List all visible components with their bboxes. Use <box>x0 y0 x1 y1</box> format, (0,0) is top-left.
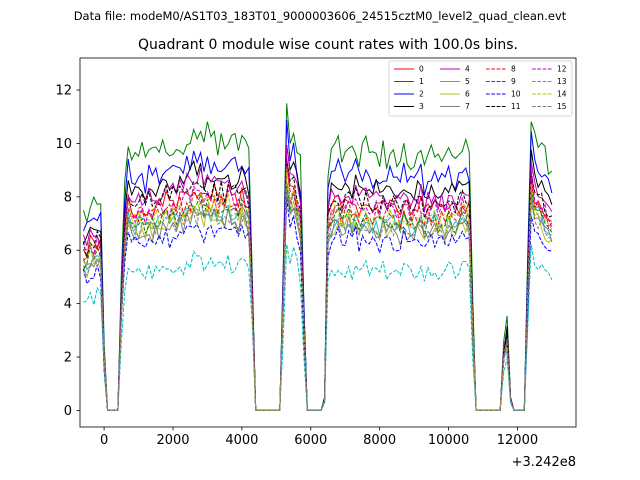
y-tick-label-12: 12 <box>55 84 72 99</box>
legend-label-1: 1 <box>419 77 424 86</box>
plot-area <box>82 103 553 411</box>
y-tick-label-0: 0 <box>64 404 72 419</box>
y-tick-label-10: 10 <box>55 137 72 152</box>
series-line-15 <box>83 190 553 411</box>
y-tick-label-6: 6 <box>64 244 72 259</box>
legend-label-11: 11 <box>511 102 521 111</box>
chart-title: Quadrant 0 module wise count rates with … <box>138 37 518 53</box>
legend-label-10: 10 <box>511 90 521 99</box>
legend-label-15: 15 <box>557 102 567 111</box>
x-tick-label-10000: 10000 <box>428 433 469 448</box>
legend-label-2: 2 <box>419 90 424 99</box>
legend-label-8: 8 <box>511 65 516 74</box>
x-tick-label-6000: 6000 <box>294 433 327 448</box>
x-tick-label-4000: 4000 <box>225 433 258 448</box>
x-tick-label-0: 0 <box>100 433 108 448</box>
legend-label-9: 9 <box>511 77 516 86</box>
figure-suptitle: Data file: modeM0/AS1T03_183T01_90000036… <box>74 9 567 23</box>
legend-label-4: 4 <box>465 65 470 74</box>
legend-label-13: 13 <box>557 77 567 86</box>
x-tick-label-8000: 8000 <box>363 433 396 448</box>
legend-label-12: 12 <box>557 65 567 74</box>
x-tick-label-2000: 2000 <box>156 433 189 448</box>
x-tick-label-12000: 12000 <box>497 433 538 448</box>
legend-label-5: 5 <box>465 77 470 86</box>
axes-frame <box>79 57 577 428</box>
legend-label-0: 0 <box>419 65 424 74</box>
y-tick-label-2: 2 <box>64 351 72 366</box>
y-tick-label-4: 4 <box>64 297 72 312</box>
series-line-13 <box>83 244 553 411</box>
legend-label-7: 7 <box>465 102 470 111</box>
legend-label-3: 3 <box>419 102 424 111</box>
legend-label-14: 14 <box>557 90 567 99</box>
legend-box <box>388 60 573 117</box>
y-tick-label-8: 8 <box>64 190 72 205</box>
x-offset-label: +3.242e8 <box>512 455 576 470</box>
legend-label-6: 6 <box>465 90 470 99</box>
